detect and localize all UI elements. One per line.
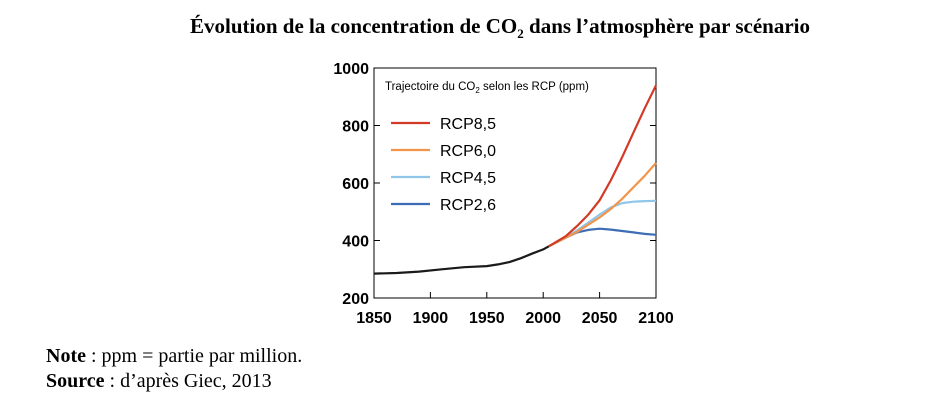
notes: Note : ppm = partie par million. Source … <box>46 344 302 394</box>
x-tick-label: 2000 <box>525 310 561 327</box>
y-axis: 200 400 600 800 1000 <box>333 61 656 308</box>
y-tick-label: 200 <box>342 291 369 308</box>
y-tick-label: 800 <box>342 119 369 136</box>
plot-frame <box>373 67 657 299</box>
source-line: Source : d’après Giec, 2013 <box>46 370 272 392</box>
note-line: Note : ppm = partie par million. <box>46 345 303 367</box>
series-lines <box>373 84 657 275</box>
legend-title: Trajectoire du CO2 selon les RCP (ppm) <box>385 81 589 95</box>
x-tick-label: 1950 <box>469 310 505 327</box>
legend-label: RCP2,6 <box>440 197 496 214</box>
x-tick-label: 1850 <box>356 310 392 327</box>
y-tick-label: 600 <box>342 176 369 193</box>
legend-label: RCP4,5 <box>440 170 496 187</box>
series-line-rcp8-5 <box>548 84 657 248</box>
legend-label: RCP6,0 <box>440 143 496 160</box>
page-title: Évolution de la concentration de CO2 dan… <box>190 14 810 42</box>
x-tick-label: 2050 <box>582 310 618 327</box>
historical-line <box>373 245 550 275</box>
series-line-rcp6-0 <box>548 162 657 248</box>
x-axis: 1850 1900 1950 2000 2050 2100 <box>356 292 674 327</box>
legend-label: RCP8,5 <box>440 116 496 133</box>
y-tick-label: 1000 <box>333 61 369 78</box>
y-tick-label: 400 <box>342 234 369 251</box>
x-tick-label: 2100 <box>638 310 674 327</box>
x-tick-label: 1900 <box>413 310 449 327</box>
legend: Trajectoire du CO2 selon les RCP (ppm) R… <box>385 81 589 214</box>
